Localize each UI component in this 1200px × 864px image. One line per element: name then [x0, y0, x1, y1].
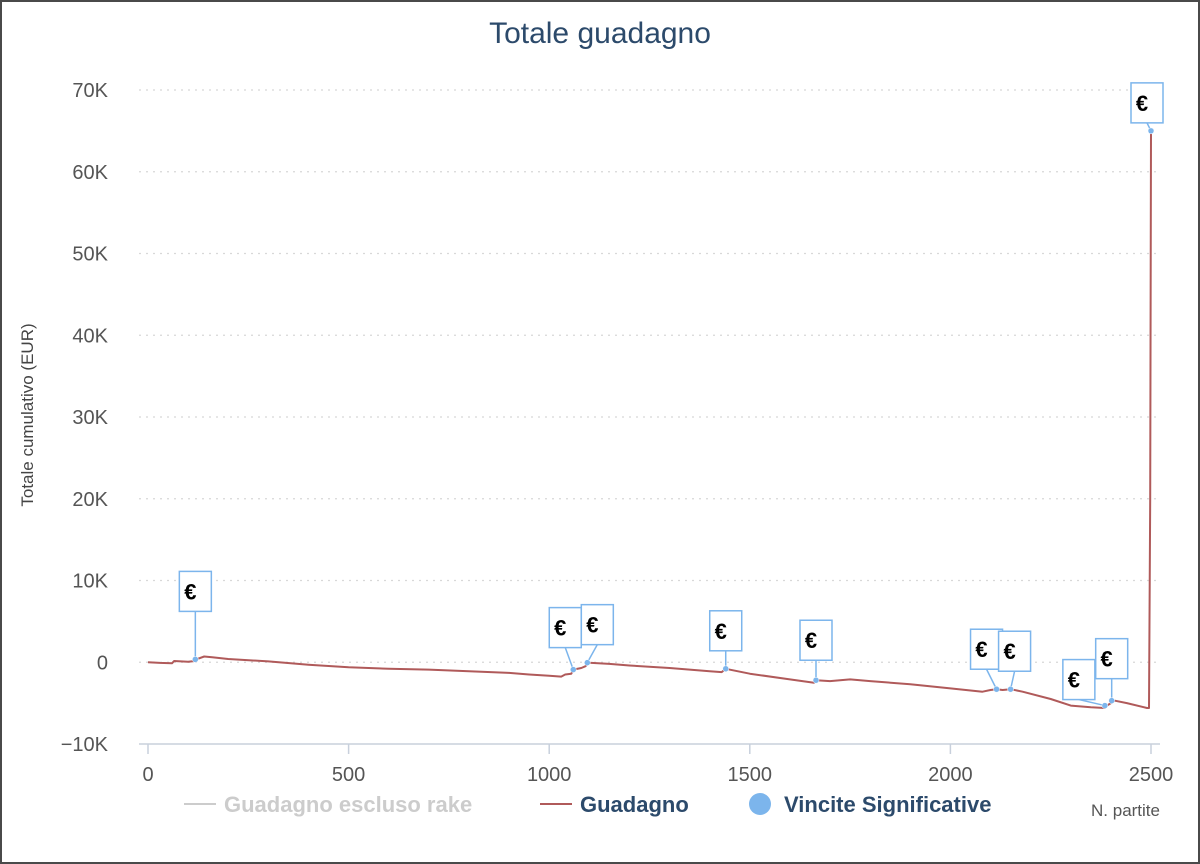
significant-win-flag: € — [1094, 637, 1129, 704]
flag-connector — [564, 647, 574, 670]
flag-box — [799, 619, 833, 661]
legend: Guadagno escluso rake Guadagno Vincite Sig… — [184, 792, 991, 817]
series-line-guadagno — [147, 130, 1152, 709]
flag-point — [812, 676, 820, 684]
flag-point — [993, 685, 1000, 693]
flag-connector — [1078, 698, 1106, 707]
flag-point — [192, 656, 199, 663]
x-tick-label: 1000 — [527, 764, 572, 786]
gridlines — [139, 89, 1160, 663]
flag-box — [1130, 82, 1164, 124]
flag-label: € — [1101, 647, 1113, 672]
y-tick-label: 70K — [72, 80, 108, 102]
legend-item-vincite[interactable]: Vincite Significative — [784, 792, 991, 817]
significant-win-flag: € — [799, 619, 833, 684]
flag-box — [708, 610, 743, 652]
flag-label: € — [1068, 668, 1080, 693]
y-tick-label: 60K — [72, 162, 108, 184]
flag-point — [584, 659, 591, 666]
legend-swatch-vincite — [749, 793, 771, 815]
flag-box — [1062, 658, 1096, 701]
flag-label: € — [586, 613, 598, 638]
flag-box — [178, 570, 213, 613]
flag-box — [997, 630, 1032, 672]
significant-win-flag: € — [548, 606, 583, 673]
y-tick-label: 40K — [72, 325, 108, 347]
significant-win-flag: € — [1062, 658, 1109, 709]
flag-point — [1147, 127, 1155, 135]
chart-title: Totale guadagno — [489, 17, 711, 50]
flag-point — [570, 666, 577, 673]
flag-label: € — [554, 616, 566, 641]
flag-point — [722, 665, 729, 673]
y-tick-label: −10K — [61, 734, 109, 756]
flag-box — [580, 603, 615, 646]
axes: −10K 0 10K 20K 30K 40K 50K 60K 70K 0 500 1000 1500 20… — [61, 80, 1174, 786]
x-tick-label: 2500 — [1129, 764, 1174, 786]
flag-point — [1108, 697, 1115, 704]
flag-point — [1101, 702, 1109, 709]
x-tick-label: 2000 — [928, 764, 973, 786]
flag-box — [1094, 637, 1129, 680]
y-tick-label: 30K — [72, 407, 108, 429]
significant-win-flag: € — [1130, 82, 1164, 135]
legend-item-escluso-rake[interactable]: Guadagno escluso rake — [224, 792, 472, 817]
significant-win-flag: € — [997, 630, 1032, 693]
flag-label: € — [715, 619, 727, 644]
significant-win-flag: € — [178, 570, 213, 663]
significant-win-flag: € — [969, 628, 1004, 693]
flag-connector — [586, 644, 598, 664]
flag-label: € — [1136, 91, 1148, 116]
flag-label: € — [184, 579, 196, 604]
y-tick-label: 10K — [72, 571, 108, 593]
legend-item-guadagno[interactable]: Guadagno — [580, 792, 689, 817]
significant-win-flags: € € € € € € € € € € — [178, 82, 1164, 709]
y-tick-label: 0 — [97, 652, 108, 674]
flag-label: € — [975, 637, 987, 662]
y-tick-label: 50K — [72, 244, 108, 266]
significant-win-flag: € — [708, 610, 743, 673]
flag-label: € — [1003, 639, 1015, 664]
y-tick-label: 20K — [72, 489, 108, 511]
x-tick-label: 1500 — [728, 764, 773, 786]
x-tick-label: 0 — [142, 764, 153, 786]
x-axis-label: N. partite — [1091, 801, 1160, 820]
flag-label: € — [805, 628, 817, 653]
flag-point — [1007, 685, 1014, 693]
x-tick-label: 500 — [332, 764, 365, 786]
series-lines — [147, 130, 1152, 709]
significant-win-flag: € — [580, 603, 615, 666]
flag-connector — [985, 668, 998, 690]
y-axis-label: Totale cumulativo (EUR) — [18, 323, 37, 506]
